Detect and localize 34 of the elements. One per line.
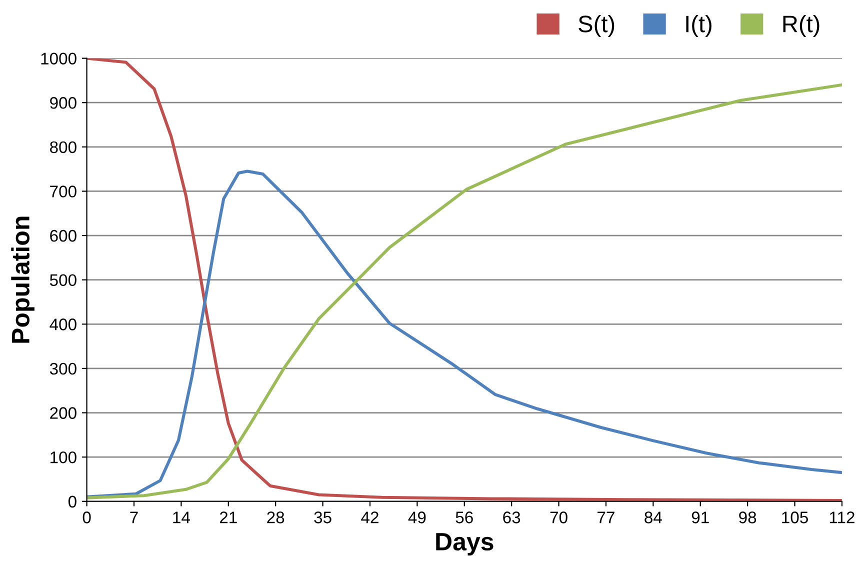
y-tick-label: 600 (50, 230, 76, 242)
y-tick-label: 500 (50, 274, 76, 286)
x-tick-label: 91 (692, 512, 709, 524)
x-axis-title: Days (436, 533, 494, 556)
x-tick-label: 28 (267, 512, 284, 524)
line-series (86, 170, 842, 498)
x-tick-label: 77 (598, 512, 614, 524)
x-tick-label: 14 (173, 512, 190, 524)
y-axis-title: Population (11, 216, 34, 343)
legend-label: I(t) (686, 15, 712, 38)
x-tick-label: 105 (782, 512, 808, 524)
x-tick-label: 98 (739, 512, 756, 524)
x-tick-label: 0 (82, 512, 91, 524)
y-tick-label: 700 (50, 186, 76, 198)
y-tick-label: 900 (50, 97, 76, 109)
y-tick-label: 300 (50, 362, 76, 375)
x-tick-label: 42 (361, 512, 378, 524)
y-tick-label: 800 (50, 141, 76, 154)
x-tick-label: 21 (220, 512, 237, 524)
y-tick-label: 400 (50, 318, 76, 330)
legend-label: S(t) (578, 15, 614, 38)
x-tick-label: 63 (503, 512, 520, 524)
x-tick-label: 112 (830, 512, 854, 524)
y-tick-label: 200 (50, 407, 76, 419)
y-tick-label: 1000 (41, 52, 76, 65)
x-tick-label: 49 (408, 512, 426, 524)
x-tick-label: 84 (644, 512, 662, 524)
y-tick-label: 0 (68, 496, 76, 508)
y-tick-label: 100 (50, 451, 76, 464)
x-tick-label: 70 (550, 512, 568, 524)
x-tick-label: 56 (456, 512, 473, 524)
x-tick-label: 7 (130, 512, 138, 524)
legend-label: R(t) (783, 15, 820, 38)
x-tick-label: 35 (314, 512, 332, 524)
